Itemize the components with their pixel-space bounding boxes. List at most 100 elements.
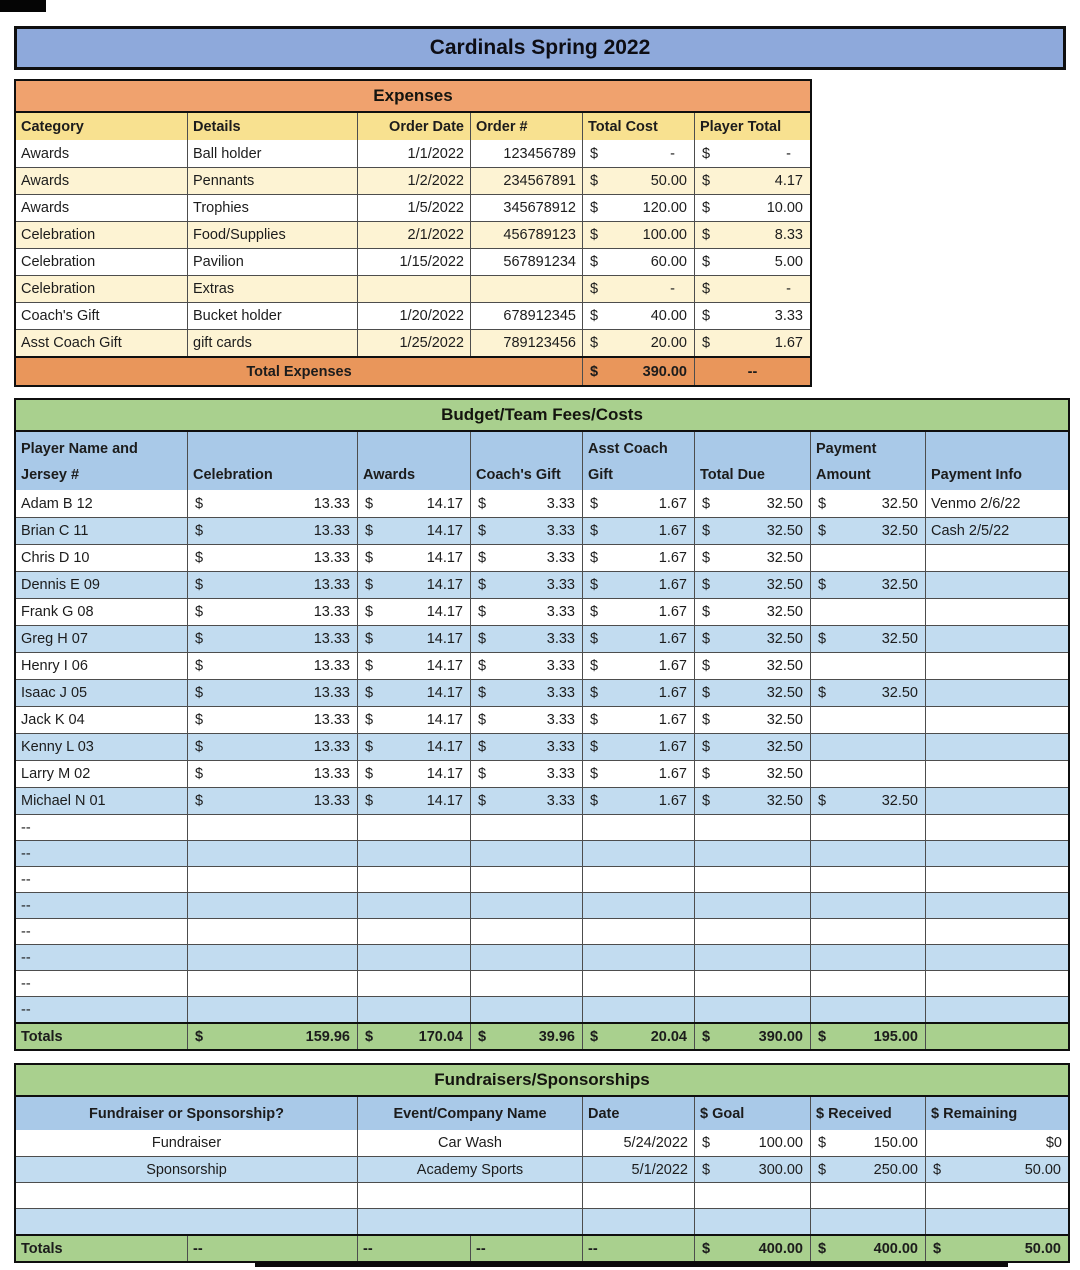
cell-text: $ [818,577,827,593]
cell-text: 13.33 [313,739,350,755]
fundraisers-date-cell [582,1183,694,1208]
cell-text: $ [365,631,374,647]
budget-celebration-cell [187,815,357,840]
expenses-details-cell: Trophies [187,195,357,221]
cell-text: $ [702,658,711,674]
cell-text: Greg H 07 [21,631,88,647]
expenses-order-date-cell: 1/25/2022 [357,330,470,356]
cell-text: 345678912 [503,200,576,216]
budget-payment-info-cell [925,653,1068,679]
cell-text: Frank G 08 [21,604,94,620]
cell-text: Pennants [193,173,255,189]
cell-text: 32.50 [881,793,918,809]
expenses-section-header: Expenses [16,81,810,113]
column-header-cell: Player Name and Jersey # [16,432,187,490]
cell-text: Category [21,118,84,135]
cell-text: $ [933,1240,942,1257]
budget-payment-info-cell: Venmo 2/6/22 [925,490,1068,517]
cell-text: -- [21,949,31,966]
cell-text: $ [478,712,487,728]
cell-text: -- [21,1001,31,1018]
cell-text: $ [365,658,374,674]
budget-player-row: Isaac J 05 $13.33 $14.17 $3.33 $1.67 $32.50 $3… [16,679,1068,706]
cell-text: Total Expenses [246,363,352,380]
expenses-category-cell: Awards [16,195,187,221]
column-header-cell: Fundraiser or Sponsorship? [16,1097,357,1130]
budget-player-name-cell: -- [16,971,187,996]
cell-text: 3.33 [546,793,575,809]
cell-text: $ [590,712,599,728]
budget-player-row: Kenny L 03 $13.33 $14.17 $3.33 $1.67 $32.50 [16,733,1068,760]
budget-due-cell: $32.50 [694,761,810,787]
cell-text: - [670,145,675,162]
fundraisers-remaining-cell: $50.00 [925,1157,1068,1182]
cell-text: 32.50 [766,495,803,512]
budget-celebration-cell: $13.33 [187,653,357,679]
cell-text: 150.00 [873,1135,918,1151]
budget-paid-cell: $32.50 [810,572,925,598]
budget-paid-cell [810,867,925,892]
cell-text: $ [590,793,599,809]
fundraisers-goal-cell [694,1183,810,1208]
cell-text: $ [590,227,599,243]
cell-text: 390.00 [758,1028,803,1045]
cell-text: Extras [193,281,235,297]
fundraisers-row: Fundraiser Car Wash 5/24/2022 $100.00 $150.0… [16,1130,1068,1156]
budget-coach-cell: $3.33 [470,761,582,787]
budget-asst-cell: $1.67 [582,734,694,760]
cell-text: 13.33 [313,550,350,566]
expenses-total-cost-cell: $120.00 [582,195,694,221]
expenses-total-cost-cell: $50.00 [582,168,694,194]
budget-player-name-cell: Greg H 07 [16,626,187,652]
cell-text: $ [702,604,711,620]
cell-text: Totals [21,1028,63,1045]
expenses-header-row: Category Details Order Date Order # Total Co… [16,113,810,140]
expenses-category-cell: Celebration [16,222,187,248]
cell-text: 32.50 [881,685,918,701]
cell-text: Awards [21,200,70,216]
cell-text: $ [195,685,204,701]
budget-empty-row: -- [16,918,1068,944]
cell-text: 4.17 [774,173,803,189]
cell-text: 3.33 [546,631,575,647]
fundraisers-section-title: Fundraisers/Sponsorships [434,1070,650,1089]
budget-payment-info-cell [925,971,1068,996]
cell-text: $ [702,335,711,351]
expenses-category-cell: Celebration [16,276,187,302]
budget-awards-cell [357,971,470,996]
budget-due-cell: $32.50 [694,599,810,625]
column-header-cell: $ Goal [694,1097,810,1130]
budget-player-name-cell: -- [16,893,187,918]
budget-due-cell: $32.50 [694,788,810,814]
budget-player-name-cell: Larry M 02 [16,761,187,787]
cell-text: 123456789 [503,145,576,162]
cell-text: 32.50 [881,495,918,512]
budget-section-title: Budget/Team Fees/Costs [441,405,643,424]
cell-text: $ [702,712,711,728]
fundraisers-header-row: Fundraiser or Sponsorship? Event/Company … [16,1097,1068,1130]
budget-coach-cell: $3.33 [470,734,582,760]
cell-text: 8.33 [774,227,803,243]
cell-text: Dennis E 09 [21,577,100,593]
cell-text: 13.33 [313,495,350,512]
budget-payment-info-cell [925,867,1068,892]
cell-text: Awards [21,173,70,189]
cell-text: $ [195,739,204,755]
expenses-order-num-cell: 678912345 [470,303,582,329]
budget-paid-cell [810,893,925,918]
budget-asst-cell: $1.67 [582,761,694,787]
budget-payment-info-cell [925,572,1068,598]
expenses-category-cell: Awards [16,140,187,167]
fundraisers-row [16,1208,1068,1234]
cell-text: Larry M 02 [21,766,91,782]
budget-totals-due-cell: $390.00 [694,1024,810,1049]
budget-celebration-cell [187,893,357,918]
expenses-row: Awards Ball holder 1/1/2022 123456789 $ - $ - [16,140,810,167]
column-header-cell: Celebration [187,432,357,490]
expenses-order-num-cell [470,276,582,302]
cell-text: Payment Info [931,467,1023,483]
cell-text: Celebration [21,227,96,243]
cell-text: $ [478,793,487,809]
cell-text: -- [21,975,31,992]
budget-asst-cell: $1.67 [582,680,694,706]
